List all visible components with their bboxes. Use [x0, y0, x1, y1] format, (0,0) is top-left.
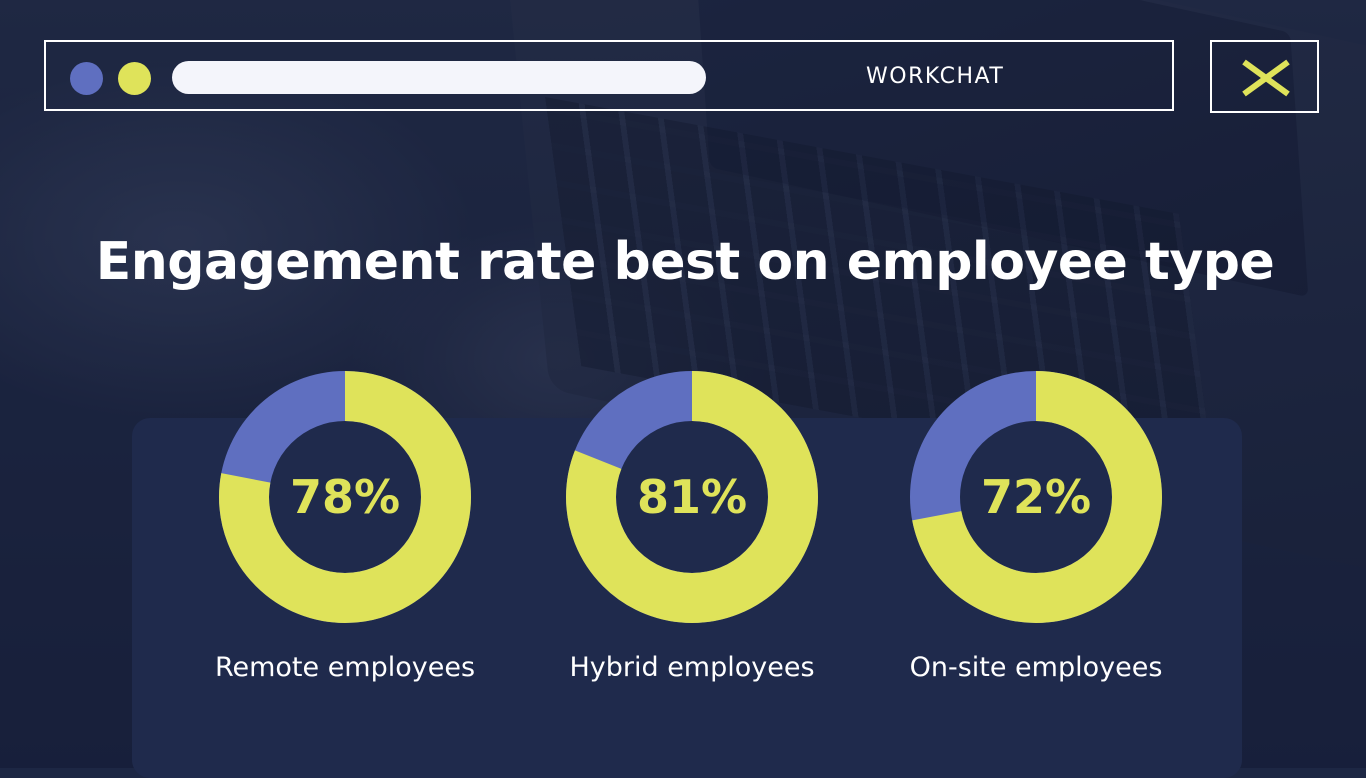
- donut-svg: [910, 371, 1162, 623]
- donut-value-label: 72%: [980, 470, 1092, 524]
- close-button[interactable]: [1210, 40, 1319, 113]
- donut-value-slice: [566, 371, 818, 623]
- category-label: Remote employees: [214, 652, 476, 683]
- x-icon: [1242, 59, 1290, 97]
- address-bar[interactable]: [172, 61, 706, 94]
- window-dot-yellow: [118, 62, 151, 95]
- brand-name: WORKCHAT: [866, 64, 1005, 89]
- category-label: On-site employees: [909, 652, 1163, 683]
- category-label: Hybrid employees: [569, 652, 815, 683]
- donut-chart: 72%: [909, 370, 1163, 624]
- window-dot-blue: [70, 62, 103, 95]
- chart-title: Engagement rate best on employee type: [95, 232, 1275, 292]
- donut-chart: 78%: [218, 370, 472, 624]
- donut-svg: [566, 371, 818, 623]
- donut-value-label: 81%: [636, 470, 748, 524]
- donut-value-slice: [219, 371, 471, 623]
- donut-value-label: 78%: [289, 470, 401, 524]
- donut-value-slice: [910, 371, 1162, 623]
- window-bar: WORKCHAT: [44, 40, 1174, 111]
- donut-chart: 81%: [565, 370, 819, 624]
- donut-svg: [219, 371, 471, 623]
